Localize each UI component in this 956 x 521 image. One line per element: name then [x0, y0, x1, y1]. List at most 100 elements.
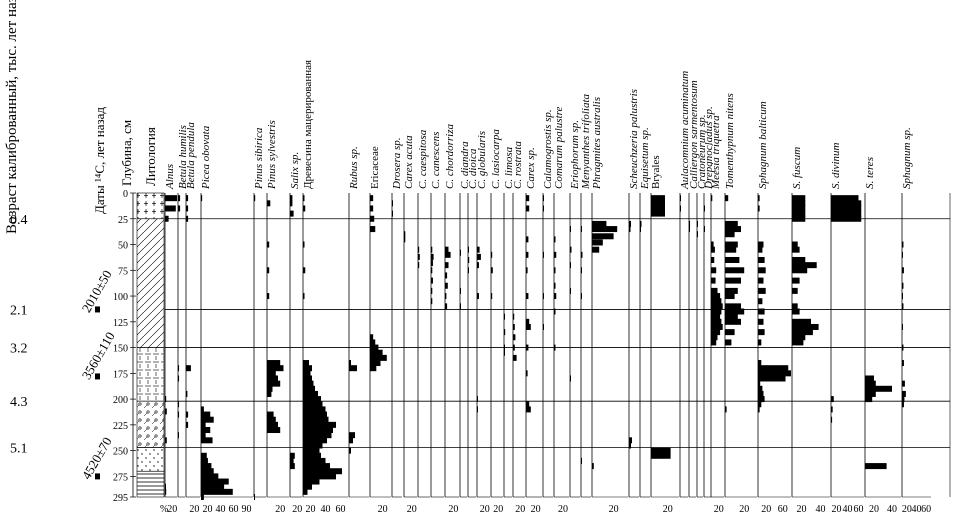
- taxon-bar: [711, 313, 721, 320]
- taxon-bar: [267, 267, 270, 274]
- taxon-bar: [725, 318, 741, 325]
- taxon-bar: [267, 375, 278, 382]
- taxon-bar: [349, 437, 353, 444]
- taxon-bar: [303, 447, 320, 454]
- taxon-name: C. canescens: [430, 132, 442, 189]
- taxon-bar: [792, 210, 806, 217]
- taxon-bar: [303, 411, 327, 418]
- taxon-name: C. lasiocarpa: [490, 129, 502, 189]
- taxon-bar: [629, 226, 631, 233]
- taxon-bar: [201, 421, 206, 428]
- taxon-bar: [290, 452, 295, 459]
- taxon-bar: [758, 195, 760, 202]
- taxon-bar: [711, 329, 721, 336]
- taxon-bar: [267, 380, 281, 387]
- taxon-bar: [758, 246, 763, 253]
- taxon-bar: [526, 293, 529, 300]
- taxon-bar: [526, 236, 529, 243]
- taxon-bar: [725, 267, 745, 274]
- taxon-column: Bryales 20: [650, 155, 679, 515]
- taxon-bar: [267, 421, 278, 428]
- taxon-name: Eriophorum sp.: [569, 120, 581, 190]
- age-label: 3.2: [10, 342, 28, 357]
- taxon-column: Carex sp. 20: [525, 147, 542, 515]
- taxon-bar: [711, 195, 713, 202]
- taxon-bar: [758, 401, 762, 408]
- taxon-bar: [201, 483, 225, 490]
- taxon-bar: [902, 267, 904, 274]
- taxon-bar: [201, 463, 212, 470]
- taxon-bar: [370, 334, 374, 341]
- taxon-bar: [725, 406, 727, 413]
- taxon-column: Alnus 20: [164, 164, 177, 515]
- taxon-bar: [902, 360, 904, 367]
- taxon-bar: [526, 370, 528, 377]
- taxon-bar: [303, 365, 312, 372]
- taxon-bar: [431, 253, 434, 260]
- taxon-bar: [543, 195, 544, 202]
- taxon-tick-label: 20: [832, 504, 842, 515]
- taxon-tick-label: 60: [778, 504, 788, 515]
- taxon-name: C. limosa: [503, 146, 515, 189]
- taxon-bar: [526, 401, 530, 408]
- taxon-name: C. diandra: [459, 141, 471, 189]
- taxon-bar: [792, 256, 806, 263]
- taxon-bar: [581, 293, 582, 300]
- c14-date-marker: [95, 473, 100, 480]
- taxon-bar: [758, 298, 763, 305]
- taxon-bar: [418, 253, 420, 260]
- taxon-bar: [370, 360, 381, 367]
- taxon-bar: [592, 220, 607, 227]
- taxon-bar: [504, 349, 505, 356]
- taxon-bar: [267, 241, 270, 248]
- taxon-bar: [513, 313, 515, 320]
- taxon-name: Equisetum sp.: [639, 127, 651, 190]
- taxon-bar: [477, 396, 478, 403]
- taxon-bar: [831, 406, 833, 413]
- taxon-column: Calamogrostis sp.: [542, 109, 554, 498]
- taxon-bar: [431, 260, 433, 267]
- taxon-bar: [418, 262, 420, 269]
- lithology-layer-gyttja: [136, 447, 165, 472]
- taxon-column: C. limosa: [503, 146, 515, 498]
- taxon-name: Comarum palustre: [553, 106, 565, 189]
- taxon-bar: [792, 308, 800, 315]
- taxon-bar: [689, 220, 691, 227]
- taxon-bar: [592, 239, 603, 246]
- taxon-name: Carex acuta: [403, 135, 415, 189]
- taxon-bar: [570, 262, 571, 269]
- lithology-layer-wood-peat: [136, 347, 165, 402]
- taxon-bar: [468, 246, 469, 253]
- taxon-name: S. divinum: [830, 143, 842, 189]
- taxon-column: Drosera sp.: [391, 137, 403, 498]
- age-label: 4.3: [10, 395, 28, 410]
- taxon-bar: [711, 318, 722, 325]
- taxon-bar: [201, 406, 204, 413]
- taxon-column: S. teres 20 40: [864, 157, 901, 515]
- taxon-tick-label: 20: [797, 504, 807, 515]
- taxon-bar: [491, 293, 493, 300]
- c14-dates-axis-title: Даты ¹⁴C, лет назад: [92, 107, 107, 214]
- taxon-bar: [303, 401, 323, 408]
- taxon-bar: [290, 457, 294, 464]
- taxon-bar: [592, 463, 594, 470]
- taxon-bar: [513, 334, 516, 341]
- taxon-tick-label: 20: [167, 504, 177, 515]
- taxon-bar: [254, 195, 256, 202]
- taxon-bar: [201, 488, 233, 495]
- depth-tick-label: 100: [113, 292, 128, 303]
- taxon-bar: [165, 437, 167, 444]
- taxon-bar: [201, 457, 208, 464]
- taxon-bar: [290, 200, 293, 207]
- taxon-bar: [186, 421, 189, 428]
- taxon-bar: [554, 308, 556, 315]
- taxon-bar: [526, 318, 530, 325]
- taxon-name: Phragmites australis: [591, 97, 603, 190]
- taxon-bar: [725, 220, 738, 227]
- taxon-name: Menyanthes trifoliata: [580, 93, 592, 190]
- taxon-bar: [581, 457, 582, 464]
- taxon-bar: [303, 390, 318, 397]
- taxon-bar: [725, 277, 741, 284]
- age-axis-title: Возраст калиброванный, тыс. лет назад: [4, 0, 20, 234]
